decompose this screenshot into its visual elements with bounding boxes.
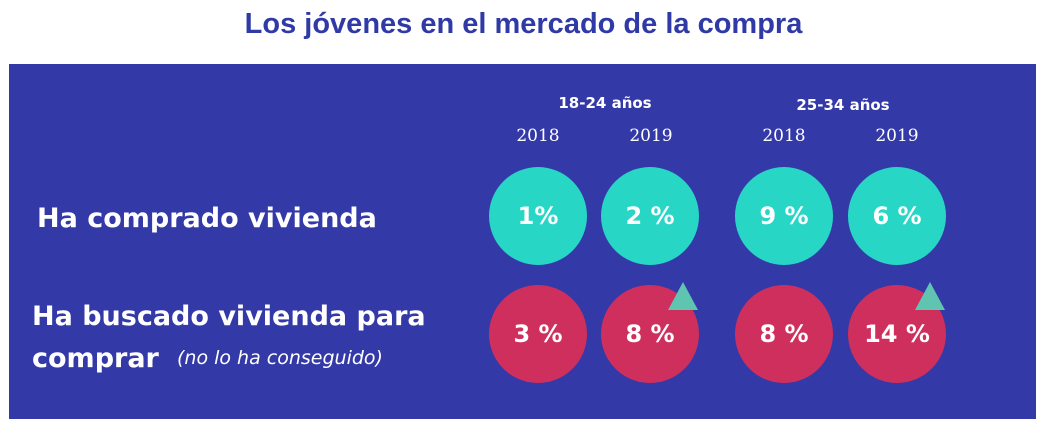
row-label-purchased: Ha comprado vivienda bbox=[37, 203, 377, 234]
value-bubble-row1-25-34-2019: 6 % bbox=[848, 167, 946, 265]
value-label: 8 % bbox=[625, 320, 675, 348]
increase-triangle-icon bbox=[915, 282, 945, 310]
year-label-25-34-2019: 2019 bbox=[875, 126, 919, 146]
page-title: Los jóvenes en el mercado de la compra bbox=[244, 8, 803, 40]
row-label-searched: Ha buscado vivienda para bbox=[32, 301, 426, 332]
value-label: 2 % bbox=[625, 202, 675, 230]
value-bubble-row2-18-24-2018: 3 % bbox=[489, 285, 587, 383]
group-label-25-34: 25-34 años bbox=[796, 96, 890, 114]
row-note-not-achieved: (no lo ha conseguido) bbox=[177, 347, 383, 369]
value-label: 8 % bbox=[759, 320, 809, 348]
year-label-18-24-2018: 2018 bbox=[516, 126, 560, 146]
value-bubble-row1-25-34-2018: 9 % bbox=[735, 167, 833, 265]
year-label-25-34-2018: 2018 bbox=[762, 126, 806, 146]
group-label-18-24: 18-24 años bbox=[558, 94, 652, 112]
value-bubble-row1-18-24-2019: 2 % bbox=[601, 167, 699, 265]
increase-triangle-icon bbox=[668, 282, 698, 310]
row-label-searched-line2: comprar bbox=[32, 343, 159, 374]
value-label: 14 % bbox=[864, 320, 930, 348]
value-bubble-row1-18-24-2018: 1% bbox=[489, 167, 587, 265]
value-label: 3 % bbox=[513, 320, 563, 348]
year-label-18-24-2019: 2019 bbox=[629, 126, 673, 146]
chart-panel: 18-24 años 25-34 años 2018 2019 2018 201… bbox=[9, 64, 1036, 419]
value-label: 9 % bbox=[759, 202, 809, 230]
value-label: 6 % bbox=[872, 202, 922, 230]
value-label: 1% bbox=[517, 202, 559, 230]
value-bubble-row2-25-34-2018: 8 % bbox=[735, 285, 833, 383]
